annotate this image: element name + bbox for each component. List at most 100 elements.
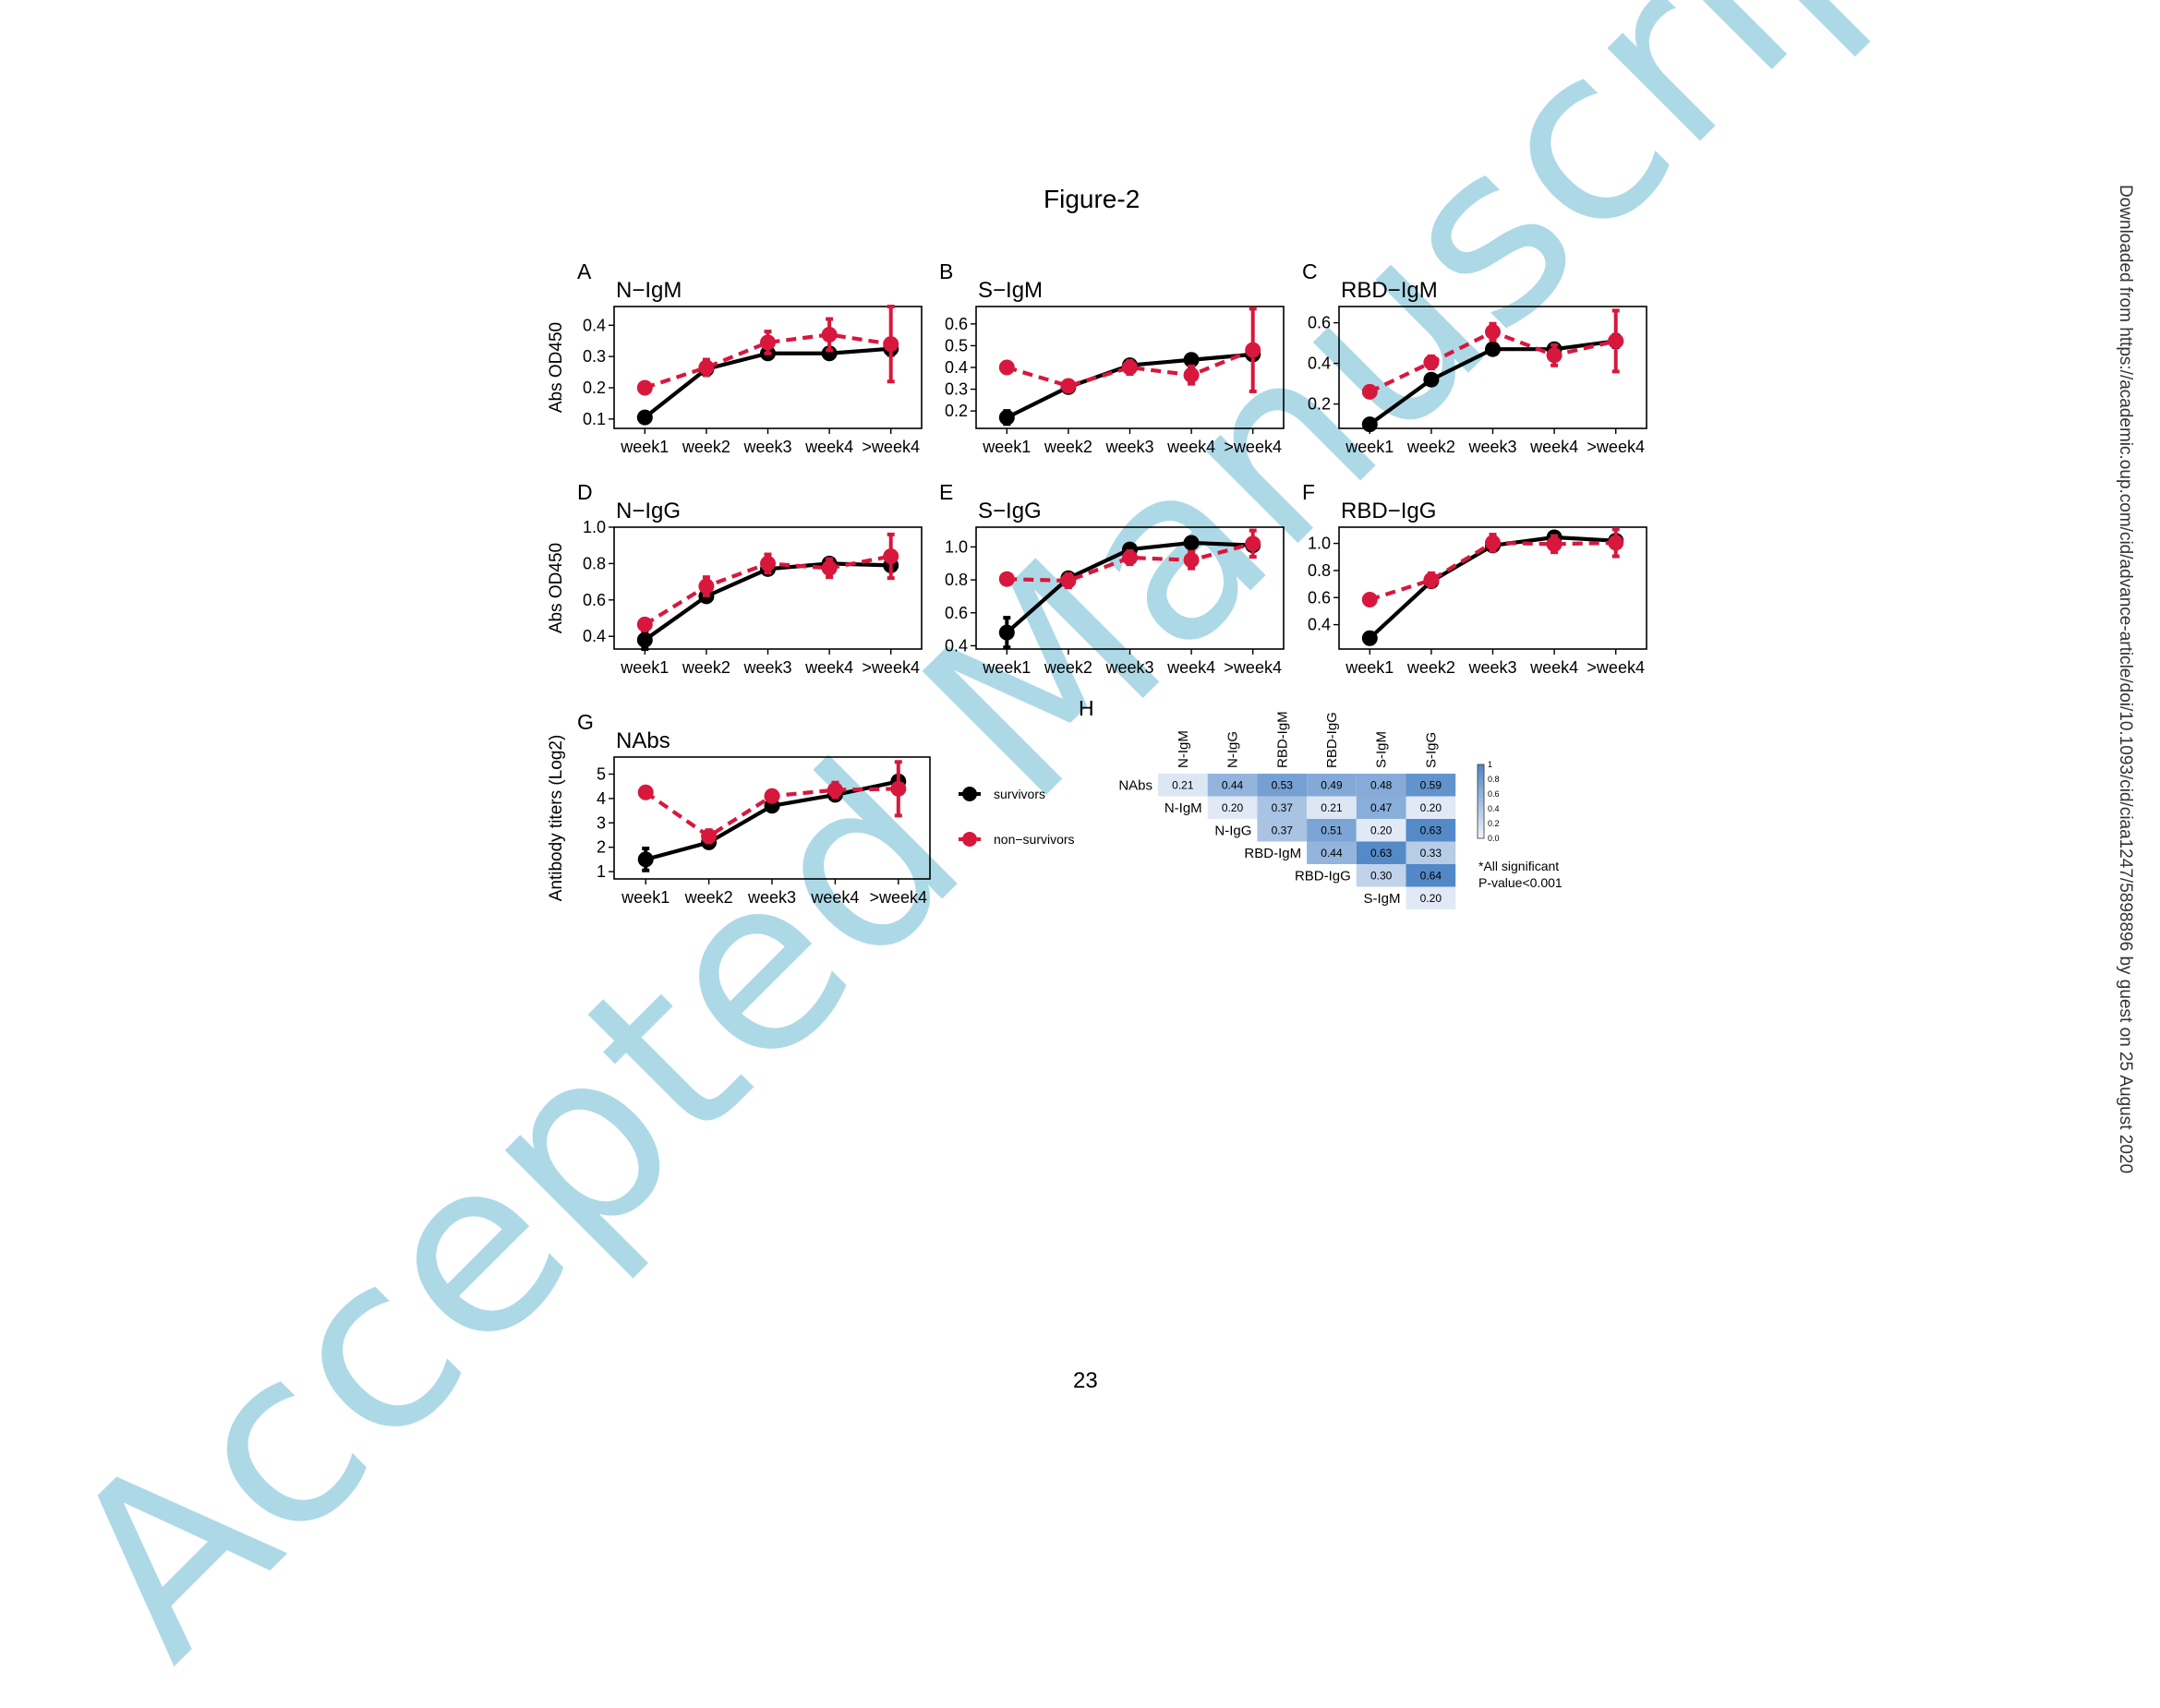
y-tick-label: 0.2 — [1308, 395, 1331, 414]
heatmap-cell — [1207, 774, 1258, 797]
data-point — [998, 624, 1015, 641]
data-point — [1608, 535, 1624, 551]
x-tick-label: >week4 — [1587, 438, 1645, 456]
data-point — [1060, 572, 1077, 589]
data-point — [998, 409, 1015, 426]
data-point — [764, 788, 780, 804]
x-tick-label: week2 — [684, 888, 733, 907]
panel-title-b: S−IgM — [978, 278, 1043, 303]
x-tick-label: >week4 — [1587, 658, 1645, 677]
plot-frame-a — [613, 306, 923, 429]
series-non-survivors-g — [637, 760, 907, 845]
heatmap-cell — [1257, 774, 1308, 797]
x-tick-label: week1 — [982, 658, 1031, 677]
data-point — [636, 631, 653, 648]
legend-label: non−survivors — [994, 832, 1075, 847]
heatmap-row-label: N-IgM — [1164, 800, 1202, 816]
panel-title-f: RBD−IgG — [1341, 499, 1436, 523]
x-tick-label: week4 — [810, 888, 859, 907]
x-tick-label: >week4 — [1224, 658, 1282, 677]
x-tick-label: week3 — [1104, 658, 1153, 677]
x-tick-label: week3 — [1467, 438, 1516, 456]
panel-title-d: N−IgG — [616, 499, 681, 523]
heatmap-cell-value: 0.21 — [1172, 778, 1194, 791]
data-point — [821, 345, 838, 362]
y-tick-label: 3 — [597, 813, 606, 832]
heatmap-cell — [1406, 819, 1456, 842]
heatmap-cell-value: 0.20 — [1222, 801, 1244, 814]
figure-2-panels: A N−IgM 0.1 0.2 0.3 0.4 week1 week2 week3 week4 >w… — [547, 259, 1647, 909]
series-non-survivors-a — [636, 305, 899, 396]
data-point — [701, 828, 718, 845]
y-tick-label: 1.0 — [583, 518, 606, 536]
data-point — [1122, 549, 1138, 566]
panel-title-a: N−IgM — [616, 278, 682, 303]
data-point — [1122, 359, 1138, 376]
panel-letter-b: B — [939, 259, 953, 283]
data-point — [1608, 332, 1624, 349]
y-tick-label: 1.0 — [1308, 535, 1331, 553]
x-tick-label: week3 — [742, 658, 791, 677]
panel-letter-a: A — [577, 259, 592, 283]
x-tick-label: week1 — [620, 658, 669, 677]
heatmap-cell — [1406, 774, 1456, 797]
heatmap-cell — [1406, 864, 1456, 887]
data-point — [636, 379, 653, 396]
heatmap-cell-value: 0.59 — [1420, 778, 1442, 791]
heatmap-cell-value: 0.20 — [1370, 824, 1393, 836]
y-tick-label: 0.4 — [945, 358, 968, 377]
heatmap-cell — [1356, 796, 1406, 819]
heatmap-cell-value: 0.48 — [1370, 778, 1393, 791]
y-tick-label: 0.6 — [945, 604, 968, 622]
heatmap-cell — [1307, 774, 1357, 797]
data-point — [1485, 535, 1501, 551]
x-tick-label: >week4 — [862, 658, 920, 677]
x-tick-label: week1 — [620, 438, 669, 456]
y-tick-label: 0.6 — [1308, 588, 1331, 607]
y-tick-label: 0.8 — [583, 554, 606, 572]
x-tick-label: week4 — [1166, 438, 1215, 456]
y-tick-label: 0.4 — [945, 636, 968, 655]
panel-letter-c: C — [1302, 259, 1318, 283]
y-tick-label: 0.6 — [583, 591, 606, 609]
legend-label: survivors — [994, 787, 1045, 801]
data-point — [1060, 378, 1077, 394]
x-tick-label: week4 — [804, 438, 853, 456]
data-point — [998, 359, 1015, 376]
heatmap-col-label: RBD-IgG — [1324, 712, 1340, 768]
data-point — [827, 782, 843, 799]
heatmap-cell — [1406, 796, 1456, 819]
y-tick-label: 0.3 — [583, 347, 606, 366]
data-point — [1546, 347, 1563, 364]
panel-letter-f: F — [1302, 480, 1315, 504]
heatmap-col-label: N-IgM — [1176, 730, 1191, 768]
x-tick-label: week4 — [804, 658, 853, 677]
y-tick-label: 0.8 — [1308, 561, 1331, 580]
x-tick-label: week1 — [1345, 658, 1394, 677]
heatmap-cell-value: 0.49 — [1321, 778, 1343, 791]
y-tick-label: 1 — [597, 862, 606, 881]
heatmap-col-label: S-IgG — [1423, 732, 1439, 768]
heatmap-cell-value: 0.63 — [1370, 847, 1393, 860]
data-point — [883, 548, 899, 565]
panel-title-c: RBD−IgM — [1341, 278, 1438, 303]
x-tick-label: week2 — [682, 658, 730, 677]
heatmap-row-label: RBD-IgM — [1244, 846, 1301, 861]
data-point — [1485, 324, 1501, 340]
heatmap-cell-value: 0.47 — [1370, 801, 1393, 814]
y-tick-label: 0.5 — [945, 336, 968, 355]
x-tick-label: >week4 — [870, 888, 928, 907]
x-tick-label: week4 — [1529, 658, 1578, 677]
panel-letter-d: D — [577, 480, 593, 504]
colorbar-tick-label: 1 — [1488, 760, 1492, 769]
heatmap-cell-value: 0.51 — [1321, 824, 1343, 836]
heatmap-cell — [1356, 864, 1406, 887]
panel-d: D N−IgG 0.4 0.6 0.8 1.0 week1 week2 week3 week4 >w… — [547, 480, 923, 677]
series-line — [1007, 541, 1254, 583]
heatmap-cell — [1406, 841, 1456, 864]
data-point — [1183, 535, 1200, 551]
heatmap-cell-value: 0.44 — [1321, 847, 1343, 860]
x-tick-label: week2 — [682, 438, 730, 456]
colorbar-tick-label: 0.4 — [1488, 804, 1500, 813]
x-tick-label: week1 — [621, 888, 670, 907]
